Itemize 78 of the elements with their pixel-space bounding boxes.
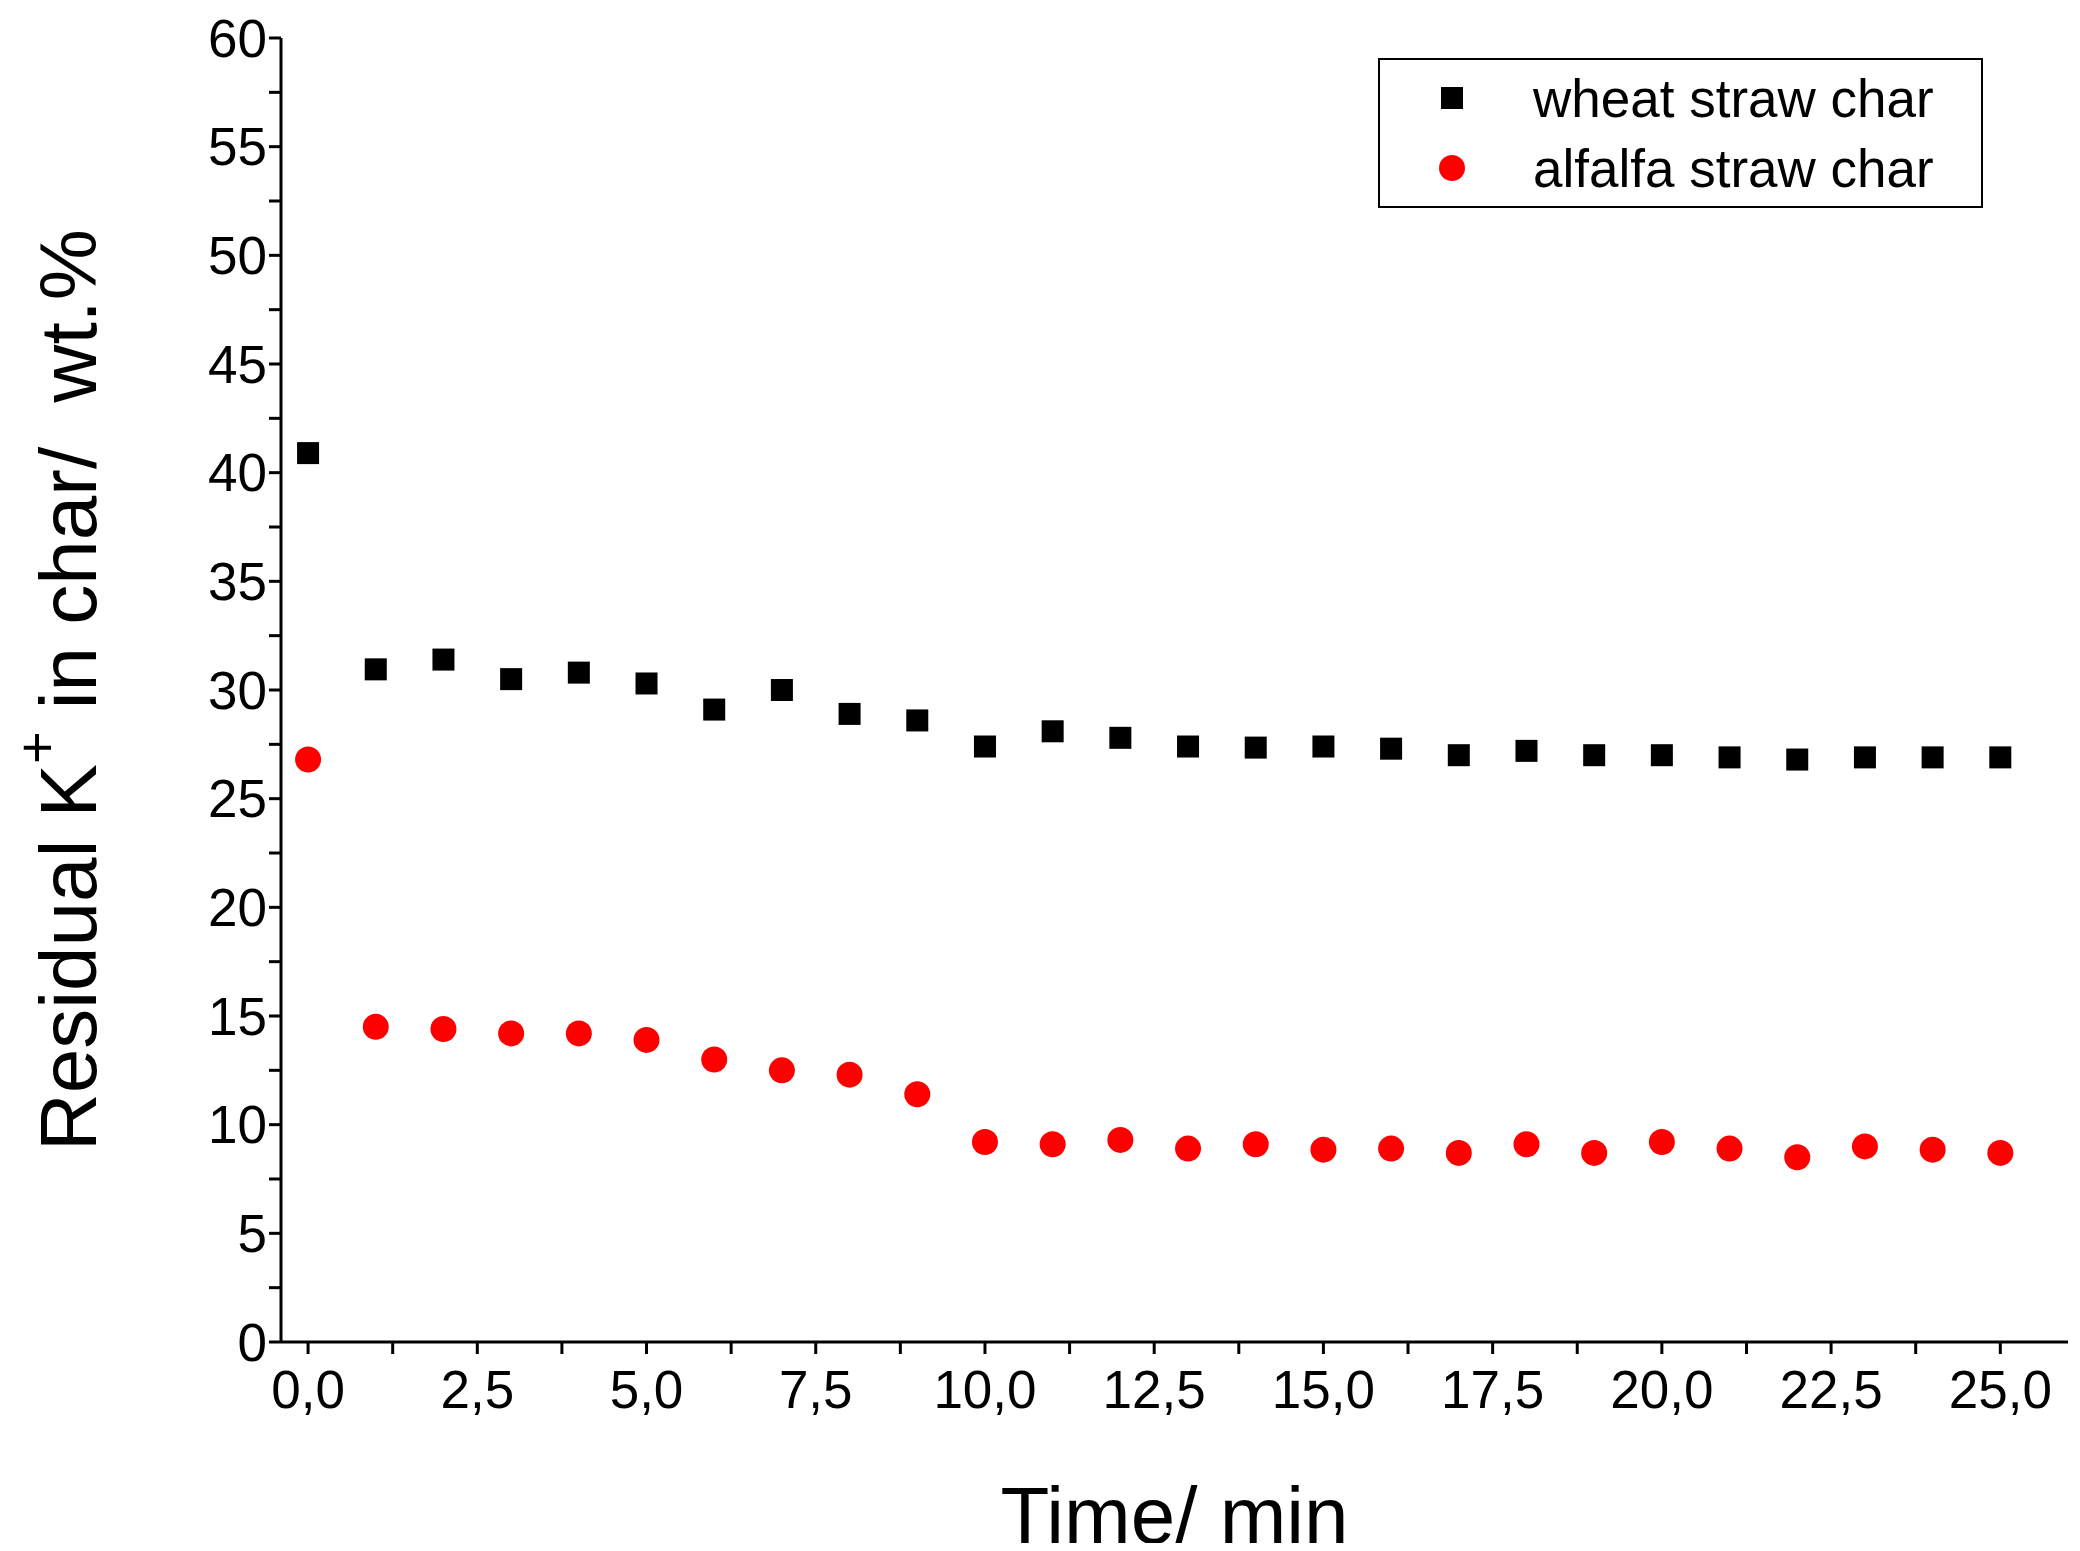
point — [904, 1081, 931, 1108]
point — [838, 702, 861, 725]
point — [432, 648, 455, 671]
y-tick-label: 35 — [208, 552, 267, 612]
point — [430, 1016, 457, 1043]
point — [973, 735, 996, 758]
point — [1919, 1136, 1946, 1163]
point — [1851, 1133, 1878, 1160]
point — [1515, 739, 1538, 762]
point — [1175, 1135, 1202, 1162]
point — [701, 1046, 728, 1073]
point — [703, 698, 726, 721]
y-tick-label: 0 — [237, 1312, 267, 1372]
point — [1380, 737, 1403, 760]
x-tick-label: 0,0 — [271, 1359, 345, 1419]
x-tick-label: 15,0 — [1271, 1359, 1375, 1419]
y-tick-label: 10 — [208, 1095, 267, 1155]
x-tick-label: 5,0 — [609, 1359, 684, 1419]
x-tick-label: 10,0 — [933, 1359, 1037, 1419]
legend-label: alfalfa straw char — [1533, 138, 1934, 198]
point — [633, 1026, 660, 1053]
point — [768, 1057, 795, 1084]
point — [1041, 720, 1064, 743]
point — [635, 672, 658, 695]
point — [1987, 1139, 2014, 1166]
point — [565, 1020, 592, 1047]
point — [1648, 1129, 1675, 1156]
y-tick-label: 25 — [208, 769, 267, 829]
point — [906, 709, 929, 732]
legend-label: wheat straw char — [1532, 68, 1934, 128]
point — [1242, 1131, 1269, 1158]
x-tick-label: 17,5 — [1441, 1359, 1545, 1419]
point — [1312, 735, 1335, 758]
point — [1107, 1126, 1134, 1153]
y-tick-label: 45 — [208, 334, 267, 394]
point — [1447, 744, 1470, 767]
point — [498, 1020, 525, 1047]
point — [1581, 1139, 1608, 1166]
y-tick-label: 5 — [237, 1204, 267, 1264]
x-tick-label: 12,5 — [1102, 1359, 1206, 1419]
y-tick-label: 30 — [208, 660, 267, 720]
point — [1244, 736, 1267, 759]
y-tick-label: 55 — [208, 117, 267, 177]
point — [362, 1013, 389, 1040]
point — [770, 679, 793, 701]
point — [1378, 1135, 1405, 1162]
point — [1445, 1139, 1472, 1166]
point — [836, 1061, 863, 1088]
point — [297, 442, 320, 465]
point — [500, 668, 523, 691]
y-tick-label: 40 — [208, 443, 267, 503]
point — [1039, 1131, 1066, 1158]
y-tick-label: 15 — [208, 986, 267, 1046]
x-tick-label: 2,5 — [440, 1359, 515, 1419]
point — [1177, 735, 1200, 758]
y-tick-label: 50 — [208, 226, 267, 286]
point — [1583, 744, 1606, 767]
y-tick-label: 20 — [208, 878, 267, 938]
point — [1853, 746, 1876, 769]
x-tick-label: 7,5 — [778, 1359, 853, 1419]
x-tick-label: 20,0 — [1610, 1359, 1714, 1419]
point — [971, 1129, 998, 1156]
point — [1716, 1135, 1743, 1162]
y-tick-label: 60 — [208, 8, 267, 68]
point — [567, 661, 590, 684]
point — [1784, 1144, 1811, 1171]
point — [1109, 726, 1132, 749]
point — [1513, 1131, 1540, 1158]
point — [295, 746, 322, 773]
x-tick-label: 22,5 — [1779, 1359, 1883, 1419]
point — [1786, 748, 1809, 771]
point — [1718, 746, 1741, 769]
x-tick-label: 25,0 — [1948, 1359, 2052, 1419]
point — [364, 658, 387, 681]
point — [1310, 1136, 1337, 1163]
point — [1650, 744, 1673, 767]
point — [1921, 746, 1944, 769]
point — [1989, 746, 2012, 769]
